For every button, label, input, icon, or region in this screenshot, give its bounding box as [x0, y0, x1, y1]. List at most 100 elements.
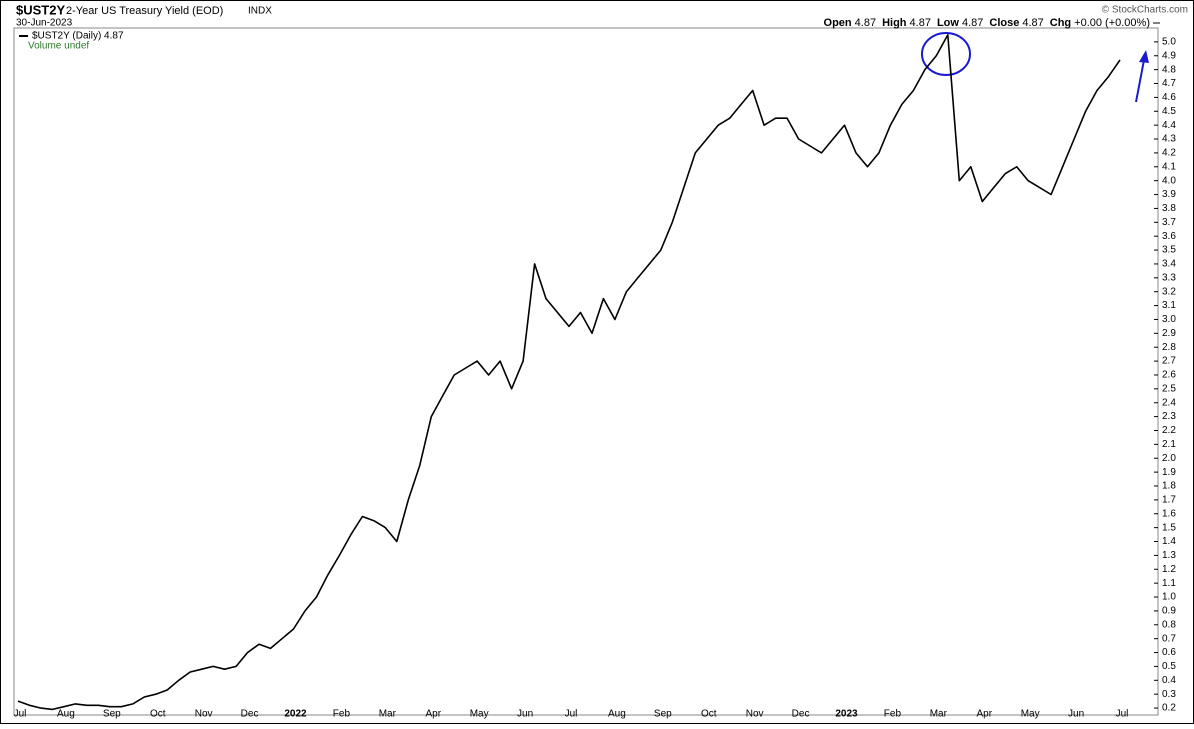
x-tick-label: Sep	[103, 709, 121, 720]
y-tick-label: 1.0	[1162, 592, 1176, 603]
y-tick-label: 3.6	[1162, 231, 1176, 242]
y-tick-label: 3.4	[1162, 259, 1176, 270]
y-tick-label: 2.3	[1162, 411, 1176, 422]
quote-text: Open 4.87 High 4.87 Low 4.87 Close 4.87 Chg +0.00…	[824, 17, 1150, 29]
date: 30-Jun-2023	[16, 18, 73, 29]
x-tick-label: Dec	[241, 709, 259, 720]
y-tick-label: 1.4	[1162, 536, 1176, 547]
y-tick-label: 0.4	[1162, 675, 1176, 686]
y-tick-label: 3.0	[1162, 314, 1176, 325]
x-tick-label: 2023	[835, 709, 858, 720]
credit: © StockCharts.com	[1102, 5, 1188, 16]
y-tick-label: 3.1	[1162, 300, 1176, 311]
quote-label: Chg	[1050, 17, 1071, 29]
quote-label: High	[882, 17, 907, 29]
x-tick-label: Aug	[608, 709, 626, 720]
y-tick-label: 4.4	[1162, 120, 1176, 131]
quote-value: 4.87	[855, 17, 876, 29]
chart-title: 2-Year US Treasury Yield (EOD)	[66, 5, 223, 17]
x-tick-label: Aug	[57, 709, 75, 720]
y-tick-label: 3.7	[1162, 217, 1176, 228]
y-tick-label: 1.3	[1162, 550, 1176, 561]
trend-arrow-head	[1139, 50, 1149, 63]
x-tick-label: Jul	[565, 709, 578, 720]
x-tick-label: Jun	[1068, 709, 1084, 720]
y-tick-label: 2.4	[1162, 397, 1176, 408]
quote-value: 4.87	[910, 17, 931, 29]
price-line	[17, 34, 1121, 711]
legend-label: $UST2Y (Daily) 4.87	[32, 31, 124, 42]
x-tick-label: May	[1021, 709, 1040, 720]
y-tick-label: 3.8	[1162, 203, 1176, 214]
y-tick-label: 2.0	[1162, 453, 1176, 464]
x-tick-label: Mar	[379, 709, 397, 720]
x-tick-label: Dec	[792, 709, 810, 720]
y-tick-label: 0.5	[1162, 661, 1176, 672]
exchange: INDX	[248, 6, 272, 17]
volume-label: Volume undef	[28, 41, 89, 52]
y-tick-label: 2.2	[1162, 425, 1176, 436]
y-tick-label: 4.3	[1162, 134, 1176, 145]
y-tick-label: 4.0	[1162, 175, 1176, 186]
quote-label: Low	[937, 17, 959, 29]
quote-value: 4.87	[1022, 17, 1043, 29]
x-tick-label: Jul	[14, 709, 27, 720]
y-tick-label: 2.6	[1162, 370, 1176, 381]
y-tick-label: 2.7	[1162, 356, 1176, 367]
y-tick-label: 3.5	[1162, 245, 1176, 256]
x-tick-label: Oct	[701, 709, 717, 720]
quote: Open 4.87 High 4.87 Low 4.87 Close 4.87 Chg +0.00…	[824, 17, 1150, 29]
y-tick-label: 3.3	[1162, 272, 1176, 283]
x-tick-label: Jul	[1116, 709, 1129, 720]
y-tick-label: 4.9	[1162, 50, 1176, 61]
y-tick-label: 4.1	[1162, 161, 1176, 172]
y-tick-label: 0.6	[1162, 647, 1176, 658]
y-tick-label: 4.7	[1162, 78, 1176, 89]
y-tick-label: 1.7	[1162, 495, 1176, 506]
x-tick-label: Jun	[517, 709, 533, 720]
y-tick-label: 1.6	[1162, 508, 1176, 519]
y-tick-label: 2.5	[1162, 383, 1176, 394]
quote-value: +0.00 (+0.00%)	[1074, 17, 1150, 29]
y-tick-label: 1.8	[1162, 481, 1176, 492]
symbol: $UST2Y	[16, 2, 65, 17]
y-tick-label: 4.6	[1162, 92, 1176, 103]
y-tick-label: 0.7	[1162, 633, 1176, 644]
y-tick-label: 2.1	[1162, 439, 1176, 450]
y-tick-label: 1.5	[1162, 522, 1176, 533]
y-tick-label: 4.5	[1162, 106, 1176, 117]
highlight-circle	[921, 32, 971, 76]
x-tick-label: 2022	[284, 709, 307, 720]
x-tick-label: Mar	[930, 709, 948, 720]
y-tick-label: 3.9	[1162, 189, 1176, 200]
y-tick-label: 4.2	[1162, 148, 1176, 159]
y-tick-label: 3.2	[1162, 286, 1176, 297]
y-tick-label: 5.0	[1162, 37, 1176, 48]
y-tick-label: 2.8	[1162, 342, 1176, 353]
quote-label: Open	[824, 17, 852, 29]
y-tick-label: 0.2	[1162, 703, 1176, 714]
x-tick-label: Nov	[195, 709, 213, 720]
y-tick-label: 1.2	[1162, 564, 1176, 575]
x-tick-label: May	[470, 709, 489, 720]
x-tick-label: Apr	[976, 709, 992, 720]
y-tick-label: 0.3	[1162, 689, 1176, 700]
x-tick-label: Feb	[333, 709, 351, 720]
y-tick-label: 1.9	[1162, 467, 1176, 478]
x-tick-label: Nov	[746, 709, 764, 720]
y-tick-label: 1.1	[1162, 578, 1176, 589]
y-tick-label: 0.9	[1162, 606, 1176, 617]
x-tick-label: Apr	[425, 709, 441, 720]
plot-frame	[13, 27, 1159, 716]
y-tick-label: 0.8	[1162, 619, 1176, 630]
y-tick-label: 2.9	[1162, 328, 1176, 339]
x-tick-label: Feb	[884, 709, 902, 720]
trend-arrow	[1135, 59, 1145, 103]
quote-label: Close	[989, 17, 1019, 29]
x-tick-label: Oct	[150, 709, 166, 720]
y-tick-label: 4.8	[1162, 64, 1176, 75]
x-tick-label: Sep	[654, 709, 672, 720]
quote-value: 4.87	[962, 17, 983, 29]
